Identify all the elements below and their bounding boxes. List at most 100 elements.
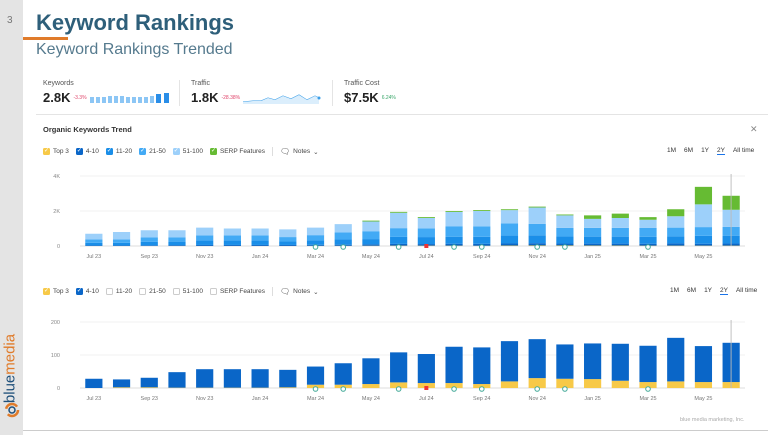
close-icon[interactable]: ✕	[750, 124, 758, 134]
bar-segment-4-10[interactable]	[611, 243, 629, 246]
google-update-icon[interactable]	[312, 386, 319, 392]
google-update-icon[interactable]	[534, 244, 540, 250]
bar-segment-21-50[interactable]	[500, 223, 519, 236]
bar-segment-51-100[interactable]	[445, 211, 463, 227]
bar-segment-top-3[interactable]	[528, 378, 546, 388]
bar-segment-21-50[interactable]	[112, 239, 131, 243]
bar-segment-4-10[interactable]	[168, 245, 186, 246]
range-6m[interactable]: 6M	[684, 147, 694, 154]
bar-segment-11-20[interactable]	[168, 241, 186, 246]
bar-segment-51-100[interactable]	[334, 224, 352, 233]
range-6m[interactable]: 6M	[687, 287, 697, 294]
checkbox-icon[interactable]: ✓	[75, 148, 83, 155]
bar-segment-serp-features[interactable]	[694, 186, 713, 205]
bar-segment-51-100[interactable]	[85, 233, 103, 240]
bar-segment-11-20[interactable]	[334, 239, 352, 245]
bar-segment-11-20[interactable]	[390, 236, 408, 244]
google-update-icon[interactable]	[340, 244, 347, 250]
bar-segment-serp-features[interactable]	[417, 217, 435, 218]
bar-segment-4-10[interactable]	[279, 244, 297, 246]
bar-segment-11-20[interactable]	[694, 235, 713, 244]
bar-segment-11-20[interactable]	[279, 241, 297, 245]
bar-segment-51-100[interactable]	[223, 228, 241, 236]
google-update-icon[interactable]	[562, 386, 568, 392]
bar-segment-51-100[interactable]	[196, 227, 214, 236]
bar-segment-4-10[interactable]	[694, 243, 713, 246]
range-1y[interactable]: 1Y	[704, 287, 713, 294]
checkbox-icon[interactable]	[172, 288, 180, 295]
bar-segment-top-3[interactable]	[417, 383, 435, 388]
bar-segment-4-10[interactable]	[473, 347, 491, 385]
bar-segment-21-50[interactable]	[445, 226, 463, 237]
bar-segment-11-20[interactable]	[584, 236, 602, 244]
range-2y[interactable]: 2Y	[717, 147, 725, 155]
bar-segment-4-10[interactable]	[196, 369, 214, 388]
checkbox-icon[interactable]: ✓	[172, 148, 180, 155]
bar-segment-21-50[interactable]	[140, 237, 158, 242]
bar-segment-11-20[interactable]	[223, 240, 241, 245]
bar-segment-11-20[interactable]	[362, 239, 380, 245]
bar-segment-4-10[interactable]	[445, 346, 463, 384]
google-update-icon[interactable]	[340, 386, 347, 392]
bar-segment-4-10[interactable]	[667, 337, 685, 382]
bar-segment-serp-features[interactable]	[362, 220, 380, 222]
bar-segment-4-10[interactable]	[556, 344, 574, 379]
bar-segment-4-10[interactable]	[334, 363, 352, 385]
bar-segment-11-20[interactable]	[500, 235, 519, 244]
bar-segment-4-10[interactable]	[85, 378, 103, 388]
bar-segment-4-10[interactable]	[611, 343, 629, 381]
bar-segment-51-100[interactable]	[694, 204, 713, 228]
bar-segment-51-100[interactable]	[417, 218, 435, 229]
bar-segment-51-100[interactable]	[500, 210, 519, 224]
google-update-icon[interactable]	[534, 386, 540, 392]
bar-segment-4-10[interactable]	[251, 369, 269, 388]
bar-segment-11-20[interactable]	[306, 240, 325, 245]
bar-segment-top-3[interactable]	[279, 387, 297, 388]
bar-segment-4-10[interactable]	[584, 343, 602, 380]
bar-segment-4-10[interactable]	[584, 243, 602, 246]
legend-item[interactable]: 11-20	[105, 288, 132, 295]
bar-segment-21-50[interactable]	[639, 227, 657, 237]
flag-icon[interactable]	[424, 386, 429, 390]
bar-segment-11-20[interactable]	[639, 236, 657, 244]
bar-segment-serp-features[interactable]	[500, 209, 519, 211]
bar-segment-4-10[interactable]	[306, 366, 325, 385]
bar-segment-serp-features[interactable]	[445, 211, 463, 212]
checkbox-icon[interactable]: ✓	[75, 288, 83, 295]
bar-segment-4-10[interactable]	[223, 369, 241, 388]
google-update-icon[interactable]	[478, 244, 485, 250]
bar-segment-top-3[interactable]	[667, 381, 685, 388]
bar-segment-4-10[interactable]	[639, 345, 657, 383]
checkbox-icon[interactable]: ✓	[43, 148, 50, 155]
google-update-icon[interactable]	[562, 244, 568, 250]
bar-segment-top-3[interactable]	[556, 378, 574, 388]
notes-dropdown[interactable]: 🗨 Notes ⌄	[280, 147, 319, 156]
bar-segment-serp-features[interactable]	[556, 214, 574, 216]
bar-segment-4-10[interactable]	[223, 244, 241, 246]
bar-segment-top-3[interactable]	[390, 382, 408, 388]
bar-segment-4-10[interactable]	[390, 352, 408, 383]
legend-item[interactable]: ✓ 21-50	[139, 148, 166, 155]
flag-icon[interactable]	[424, 244, 429, 248]
google-update-icon[interactable]	[645, 244, 651, 250]
bar-segment-4-10[interactable]	[694, 346, 713, 383]
bar-segment-4-10[interactable]	[140, 245, 158, 246]
bar-segment-21-50[interactable]	[667, 227, 685, 237]
bar-segment-top-3[interactable]	[473, 384, 491, 388]
google-update-icon[interactable]	[451, 244, 457, 250]
bar-segment-top-3[interactable]	[445, 383, 463, 388]
checkbox-icon[interactable]	[139, 288, 147, 295]
legend-item[interactable]: ✓ Top 3	[43, 148, 69, 155]
bar-segment-21-50[interactable]	[196, 235, 214, 241]
google-update-icon[interactable]	[478, 386, 485, 392]
bar-segment-11-20[interactable]	[417, 237, 435, 245]
bar-segment-top-3[interactable]	[611, 380, 629, 388]
google-update-icon[interactable]	[451, 386, 457, 392]
bar-segment-4-10[interactable]	[112, 379, 131, 388]
bar-segment-21-50[interactable]	[168, 237, 186, 242]
bar-segment-4-10[interactable]	[140, 377, 158, 388]
bar-segment-21-50[interactable]	[417, 228, 435, 238]
legend-item[interactable]: SERP Features	[209, 288, 265, 295]
metric-keywords[interactable]: Keywords 2.8K -3.3%	[43, 80, 170, 105]
legend-item[interactable]: ✓ 4-10	[75, 148, 99, 155]
